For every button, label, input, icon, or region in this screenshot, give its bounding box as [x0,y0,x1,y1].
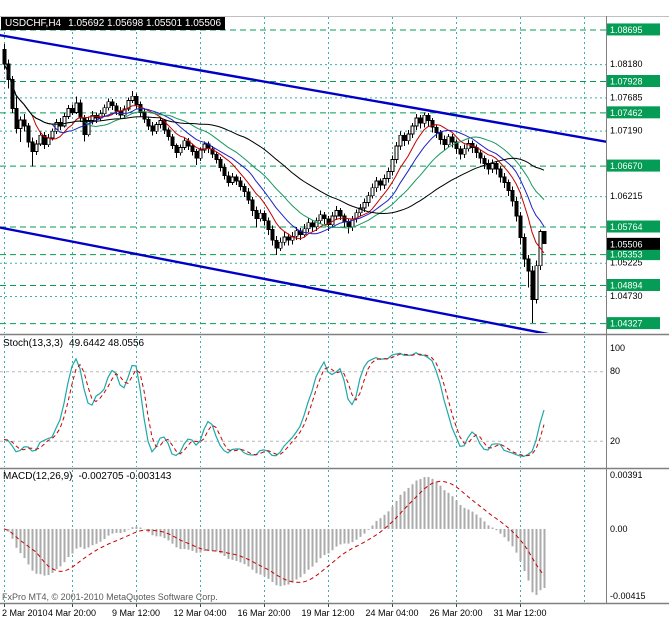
symbol-name: USDCHF,H4 [5,18,62,29]
symbol-title-badge: USDCHF,H4 1.05692 1.05698 1.05501 1.05506 [1,17,226,30]
macd-name: MACD(12,26,9) [3,471,73,482]
svg-text:1.07685: 1.07685 [610,92,643,102]
svg-text:9 Mar 12:00: 9 Mar 12:00 [112,608,160,618]
svg-text:1.08180: 1.08180 [610,59,643,69]
svg-text:12 Mar 04:00: 12 Mar 04:00 [173,608,226,618]
svg-text:19 Mar 12:00: 19 Mar 12:00 [301,608,354,618]
svg-text:20: 20 [610,436,620,446]
svg-text:1.07462: 1.07462 [610,108,643,118]
svg-text:80: 80 [610,366,620,376]
symbol-ohlc-values: 1.05692 1.05698 1.05501 1.05506 [68,18,222,29]
svg-text:1.04327: 1.04327 [610,319,643,329]
svg-text:100: 100 [610,343,625,353]
svg-text:24 Mar 04:00: 24 Mar 04:00 [365,608,418,618]
svg-text:1.07190: 1.07190 [610,126,643,136]
svg-text:1.07928: 1.07928 [610,77,643,87]
svg-text:2 Mar 2010: 2 Mar 2010 [2,608,48,618]
svg-text:1.05353: 1.05353 [610,250,643,260]
stoch-name: Stoch(13,3,3) [3,338,64,349]
svg-text:1.04894: 1.04894 [610,280,643,290]
svg-text:1.05764: 1.05764 [610,222,643,232]
svg-text:0.00391: 0.00391 [610,470,643,480]
macd-indicator-label: MACD(12,26,9) -0.002705 -0.003143 [3,471,171,482]
svg-text:16 Mar 20:00: 16 Mar 20:00 [237,608,290,618]
svg-text:1.08695: 1.08695 [610,25,643,35]
svg-text:1.06670: 1.06670 [610,161,643,171]
svg-text:-0.00415: -0.00415 [610,591,646,601]
macd-values: -0.002705 -0.003143 [78,471,172,482]
svg-text:31 Mar 12:00: 31 Mar 12:00 [493,608,546,618]
stoch-values: 49.6442 48.0556 [69,338,145,349]
svg-text:4 Mar 20:00: 4 Mar 20:00 [48,608,96,618]
svg-text:1.05506: 1.05506 [610,239,643,249]
svg-text:1.06215: 1.06215 [610,191,643,201]
svg-text:1.04730: 1.04730 [610,291,643,301]
svg-text:1.05225: 1.05225 [610,258,643,268]
copyright-text: FxPro MT4, © 2001-2010 MetaQuotes Softwa… [2,592,218,602]
svg-text:26 Mar 20:00: 26 Mar 20:00 [429,608,482,618]
svg-text:0.00: 0.00 [610,524,628,534]
stoch-indicator-label: Stoch(13,3,3) 49.6442 48.0556 [3,338,144,349]
